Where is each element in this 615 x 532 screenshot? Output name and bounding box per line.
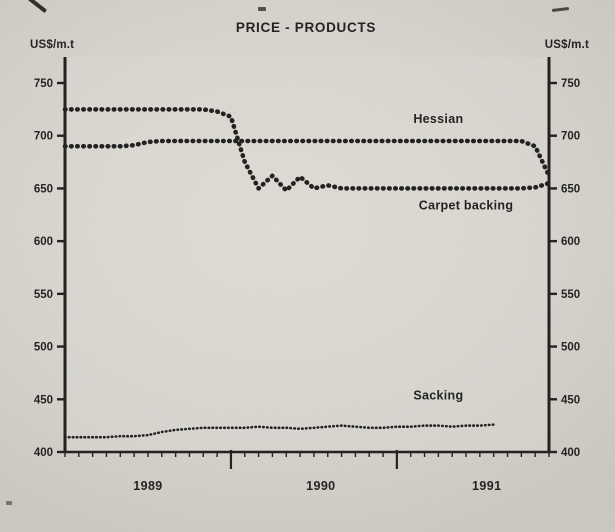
carpet-backing-label: Carpet backing (419, 199, 514, 213)
y-tick-label-right: 550 (561, 289, 580, 301)
y-tick-label-right: 600 (561, 236, 580, 248)
y-tick-label-right: 650 (561, 183, 580, 195)
x-year-label: 1991 (472, 479, 501, 493)
y-tick-label-right: 450 (561, 394, 580, 406)
y-tick-label-left: 550 (34, 289, 53, 301)
y-tick-label-left: 700 (34, 131, 53, 143)
y-tick-label-left: 500 (34, 342, 53, 354)
y-tick-label-left: 600 (34, 236, 53, 248)
hessian-label: Hessian (413, 112, 463, 126)
x-year-label: 1990 (306, 479, 335, 493)
y-tick-label-left: 750 (34, 78, 53, 90)
y-tick-label-right: 700 (561, 131, 580, 143)
y-tick-label-left: 650 (34, 183, 53, 195)
x-year-label: 1989 (133, 479, 162, 493)
scan-artifact (6, 501, 12, 505)
scan-artifact (258, 7, 266, 11)
y-tick-label-right: 750 (561, 78, 580, 90)
y-tick-label-left: 450 (34, 394, 53, 406)
y-tick-label-right: 400 (561, 447, 580, 459)
plot-area (65, 57, 549, 452)
y-tick-label-right: 500 (561, 342, 580, 354)
y-tick-label-left: 400 (34, 447, 53, 459)
sacking-label: Sacking (413, 388, 463, 402)
